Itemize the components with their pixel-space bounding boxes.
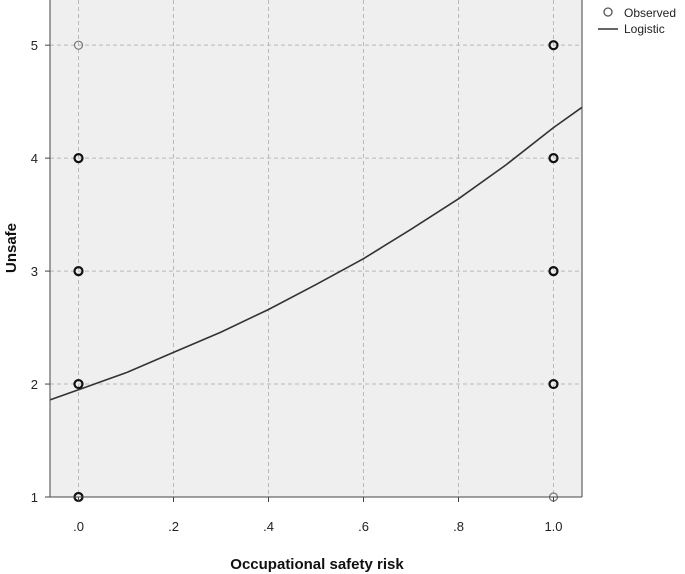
axes (45, 0, 583, 502)
observed-point (548, 153, 559, 164)
observed-point (73, 378, 84, 390)
observed-point (73, 153, 84, 164)
plot-area (50, 0, 582, 497)
y-axis-title: Unsafe (3, 223, 20, 273)
x-tick-label: .8 (453, 519, 464, 534)
legend-observed-marker (603, 7, 613, 17)
x-tick-label: 1.0 (544, 519, 562, 534)
y-tick-label: 5 (31, 38, 38, 53)
observed-point (548, 378, 559, 390)
grid-lines (50, 0, 582, 497)
y-tick-label: 2 (31, 377, 38, 392)
logistic-curve-layer (49, 106, 583, 401)
y-tick-labels: 1 2 3 4 5 (31, 38, 38, 505)
observed-point (73, 40, 84, 50)
observed-point (548, 40, 559, 51)
x-tick-label: .2 (168, 519, 179, 534)
y-tick-label: 1 (31, 490, 38, 505)
observed-point (548, 265, 559, 277)
observed-point (73, 265, 84, 277)
y-tick-label: 3 (31, 264, 38, 279)
x-tick-label: .4 (263, 519, 274, 534)
legend-logistic-label: Logistic (624, 22, 665, 36)
legend: Observed Logistic (598, 6, 676, 36)
x-tick-label: .6 (358, 519, 369, 534)
x-tick-label: .0 (73, 519, 84, 534)
legend-observed-label: Observed (624, 6, 676, 20)
logistic-curve (49, 106, 583, 401)
x-axis-title: Occupational safety risk (230, 556, 404, 573)
x-tick-labels: .0 .2 .4 .6 .8 1.0 (73, 519, 562, 534)
y-tick-label: 4 (31, 151, 38, 166)
